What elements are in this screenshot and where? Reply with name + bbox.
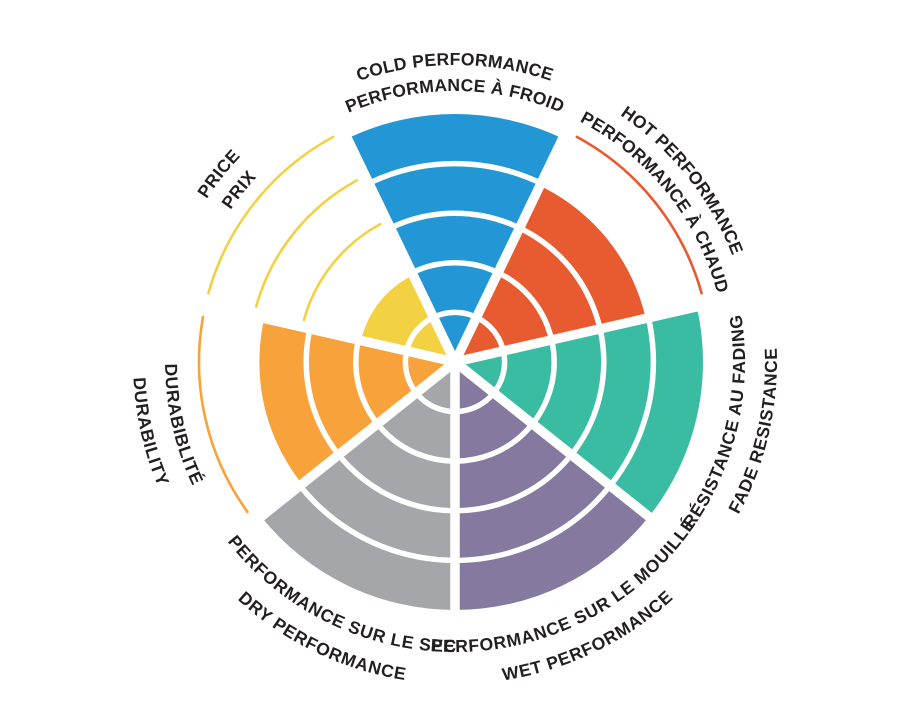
- sector-divider-5: [253, 358, 458, 525]
- label-cold-performance-fr: PERFORMANCE À FROID: [342, 75, 567, 117]
- sector-divider-3: [452, 358, 657, 525]
- label-hot-performance-en: HOT PERFORMANCE: [618, 102, 748, 258]
- target-arc-hot-performance-5: [575, 135, 703, 295]
- sector-divider-2: [453, 300, 704, 367]
- target-arc-price-5: [207, 135, 335, 295]
- target-arc-price-4: [254, 179, 359, 308]
- wedge-cold-performance: [347, 114, 563, 363]
- wedge-wet-performance: [455, 362, 649, 610]
- target-arc-price-3: [302, 222, 382, 322]
- sector-divider-6: [206, 300, 457, 367]
- sector-divider-7: [340, 131, 460, 365]
- target-arc-durability-5: [197, 315, 249, 514]
- sector-divider-1: [450, 131, 570, 365]
- wedge-fade-resistance: [455, 306, 703, 517]
- wedge-dry-performance: [261, 362, 455, 610]
